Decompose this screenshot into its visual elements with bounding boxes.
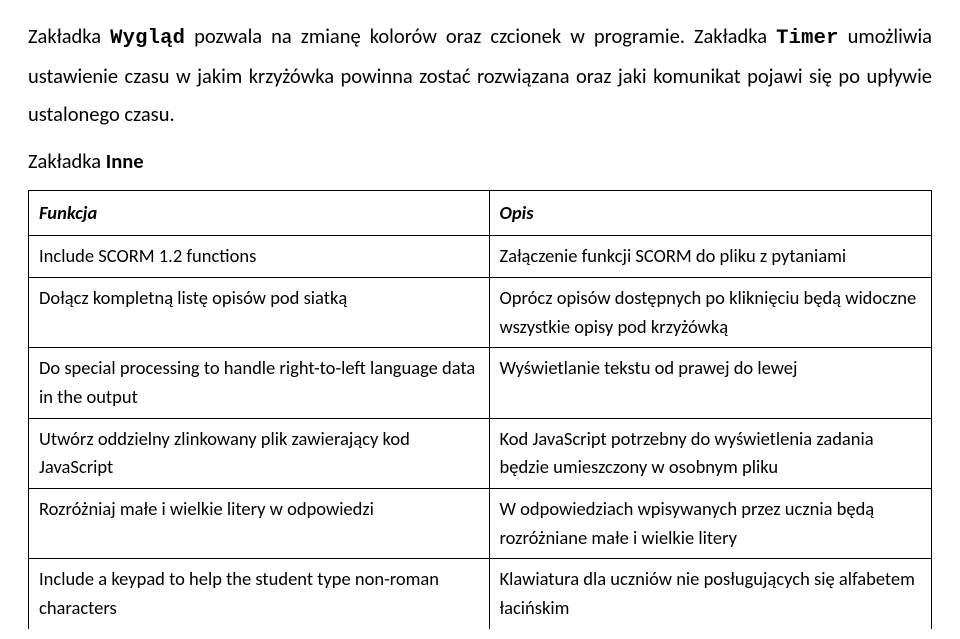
table-row: Include SCORM 1.2 functions Załączenie f… [29,236,932,278]
text: Zakładka [28,148,106,174]
tab-name-wyglad: Wygląd [110,27,185,50]
table-row: Rozróżniaj małe i wielkie litery w odpow… [29,489,932,559]
cell-opis: Kod JavaScript potrzebny do wyświetlenia… [489,418,931,488]
cell-funkcja: Include a keypad to help the student typ… [29,559,490,629]
cell-opis: Klawiatura dla uczniów nie posługujących… [489,559,931,629]
cell-funkcja: Utwórz oddzielny zlinkowany plik zawiera… [29,418,490,488]
table-row: Include a keypad to help the student typ… [29,559,932,629]
text: Zakładka [28,23,110,49]
table-row: Do special processing to handle right-to… [29,348,932,418]
cell-opis: Oprócz opisów dostępnych po kliknięciu b… [489,278,931,348]
col-header-funkcja: Funkcja [29,190,490,236]
cell-opis: Załączenie funkcji SCORM do pliku z pyta… [489,236,931,278]
intro-paragraph: Zakładka Wygląd pozwala na zmianę koloró… [28,18,932,134]
col-header-opis: Opis [489,190,931,236]
cell-funkcja: Rozróżniaj małe i wielkie litery w odpow… [29,489,490,559]
table-header-row: Funkcja Opis [29,190,932,236]
table-row: Dołącz kompletną listę opisów pod siatką… [29,278,932,348]
cell-funkcja: Do special processing to handle right-to… [29,348,490,418]
cell-opis: W odpowiedziach wpisywanych przez ucznia… [489,489,931,559]
section-heading: Zakładka Inne [28,148,932,174]
cell-opis: Wyświetlanie tekstu od prawej do lewej [489,348,931,418]
table-row: Utwórz oddzielny zlinkowany plik zawiera… [29,418,932,488]
tab-name-timer: Timer [776,27,839,50]
page: Zakładka Wygląd pozwala na zmianę koloró… [0,0,960,639]
cell-funkcja: Include SCORM 1.2 functions [29,236,490,278]
functions-table: Funkcja Opis Include SCORM 1.2 functions… [28,190,932,629]
tab-name-inne: Inne [106,148,144,174]
text: pozwala na zmianę kolorów oraz czcionek … [185,23,776,49]
cell-funkcja: Dołącz kompletną listę opisów pod siatką [29,278,490,348]
